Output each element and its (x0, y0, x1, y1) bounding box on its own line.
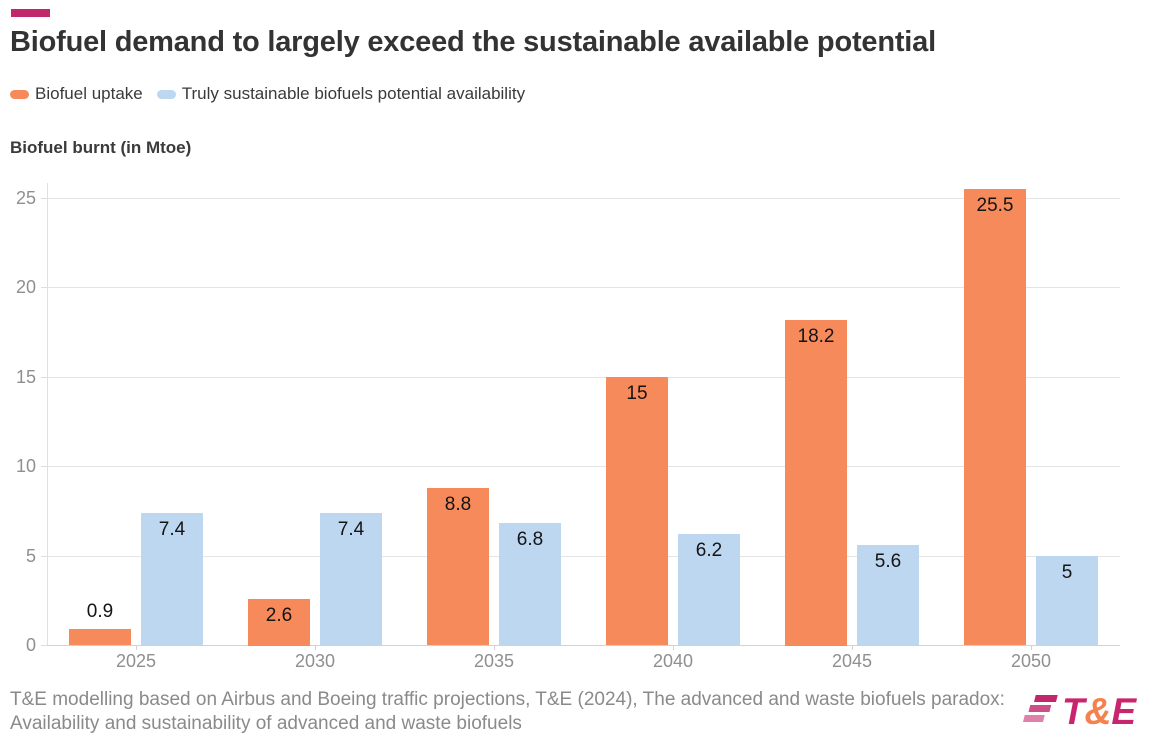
legend-swatch-blue (156, 89, 176, 99)
x-tick-label: 2025 (115, 651, 157, 671)
y-tick-label: 15 (15, 367, 36, 387)
x-axis-tick (852, 645, 853, 650)
bar-value-label: 0.9 (86, 601, 114, 622)
x-tick-label: 2035 (473, 651, 515, 671)
y-tick-label: 5 (25, 546, 36, 566)
bar-potential-2040 (678, 534, 740, 645)
bar-potential-2030 (320, 513, 382, 645)
y-tick-label: 25 (15, 188, 36, 208)
bar-value-label: 5 (1061, 562, 1073, 583)
gridline-y-25 (47, 198, 1120, 199)
legend-item-sustainable-potential: Truly sustainable biofuels potential ava… (156, 84, 526, 104)
y-axis-line (47, 183, 48, 645)
y-tick-label: 10 (15, 456, 36, 476)
te-logo-stripes-icon (1022, 695, 1059, 725)
page-title: Biofuel demand to largely exceed the sus… (10, 26, 936, 58)
logo-stripe-icon (1028, 705, 1052, 712)
x-tick-label: 2040 (652, 651, 694, 671)
y-tick-label: 20 (15, 277, 36, 297)
bar-potential-2050 (1036, 556, 1098, 645)
bar-value-label: 5.6 (874, 551, 902, 572)
gridline-y-15 (47, 377, 1120, 378)
bar-uptake-2035 (427, 488, 489, 645)
bar-value-label: 18.2 (797, 326, 835, 347)
legend-label: Biofuel uptake (35, 84, 143, 103)
logo-letter-amp: & (1084, 691, 1112, 732)
bar-potential-2025 (141, 513, 203, 645)
y-axis-tick (41, 466, 47, 467)
x-axis-tick (673, 645, 674, 650)
bar-value-label: 7.4 (158, 519, 186, 540)
bar-uptake-2025 (69, 629, 131, 645)
x-axis-tick (136, 645, 137, 650)
bar-uptake-2030 (248, 599, 310, 646)
bar-potential-2045 (857, 545, 919, 645)
bar-potential-2035 (499, 523, 561, 645)
bar-value-label: 7.4 (337, 519, 365, 540)
x-axis-tick (315, 645, 316, 650)
y-axis-tick (41, 377, 47, 378)
y-tick-label: 0 (25, 635, 36, 655)
bar-value-label: 15 (626, 383, 648, 404)
y-axis-tick (41, 198, 47, 199)
bar-uptake-2040 (606, 377, 668, 645)
y-axis-tick (41, 556, 47, 557)
te-logo: T&E (1020, 690, 1148, 736)
y-axis-tick (41, 287, 47, 288)
bar-uptake-2050 (964, 189, 1026, 645)
y-axis-tick (41, 645, 47, 646)
bar-uptake-2045 (785, 320, 847, 646)
gridline-y-10 (47, 466, 1120, 467)
x-tick-label: 2030 (294, 651, 336, 671)
bar-value-label: 25.5 (976, 195, 1014, 216)
bar-value-label: 6.8 (516, 529, 544, 550)
bar-value-label: 6.2 (695, 540, 723, 561)
bar-value-label: 8.8 (444, 494, 472, 515)
logo-letter-t: T (1062, 691, 1085, 732)
x-axis-tick (1031, 645, 1032, 650)
te-logo-text: T&E (1062, 691, 1136, 733)
gridline-y-5 (47, 556, 1120, 557)
y-axis-title: Biofuel burnt (in Mtoe) (10, 138, 192, 157)
legend-label: Truly sustainable biofuels potential ava… (181, 84, 526, 103)
gridline-y-20 (47, 287, 1120, 288)
brand-accent-bar (11, 9, 50, 17)
x-tick-label: 2045 (831, 651, 873, 671)
legend-item-biofuel-uptake: Biofuel uptake (10, 84, 143, 104)
gridline-y-0 (47, 645, 1120, 646)
x-axis-tick (494, 645, 495, 650)
bar-value-label: 2.6 (265, 605, 293, 626)
chart-legend: Biofuel uptake Truly sustainable biofuel… (10, 84, 525, 104)
logo-stripe-icon (1023, 715, 1045, 722)
legend-swatch-orange (10, 89, 29, 99)
source-note: T&E modelling based on Airbus and Boeing… (10, 689, 1005, 734)
x-tick-label: 2050 (1010, 651, 1052, 671)
logo-letter-e: E (1111, 691, 1137, 732)
logo-stripe-icon (1033, 695, 1058, 702)
